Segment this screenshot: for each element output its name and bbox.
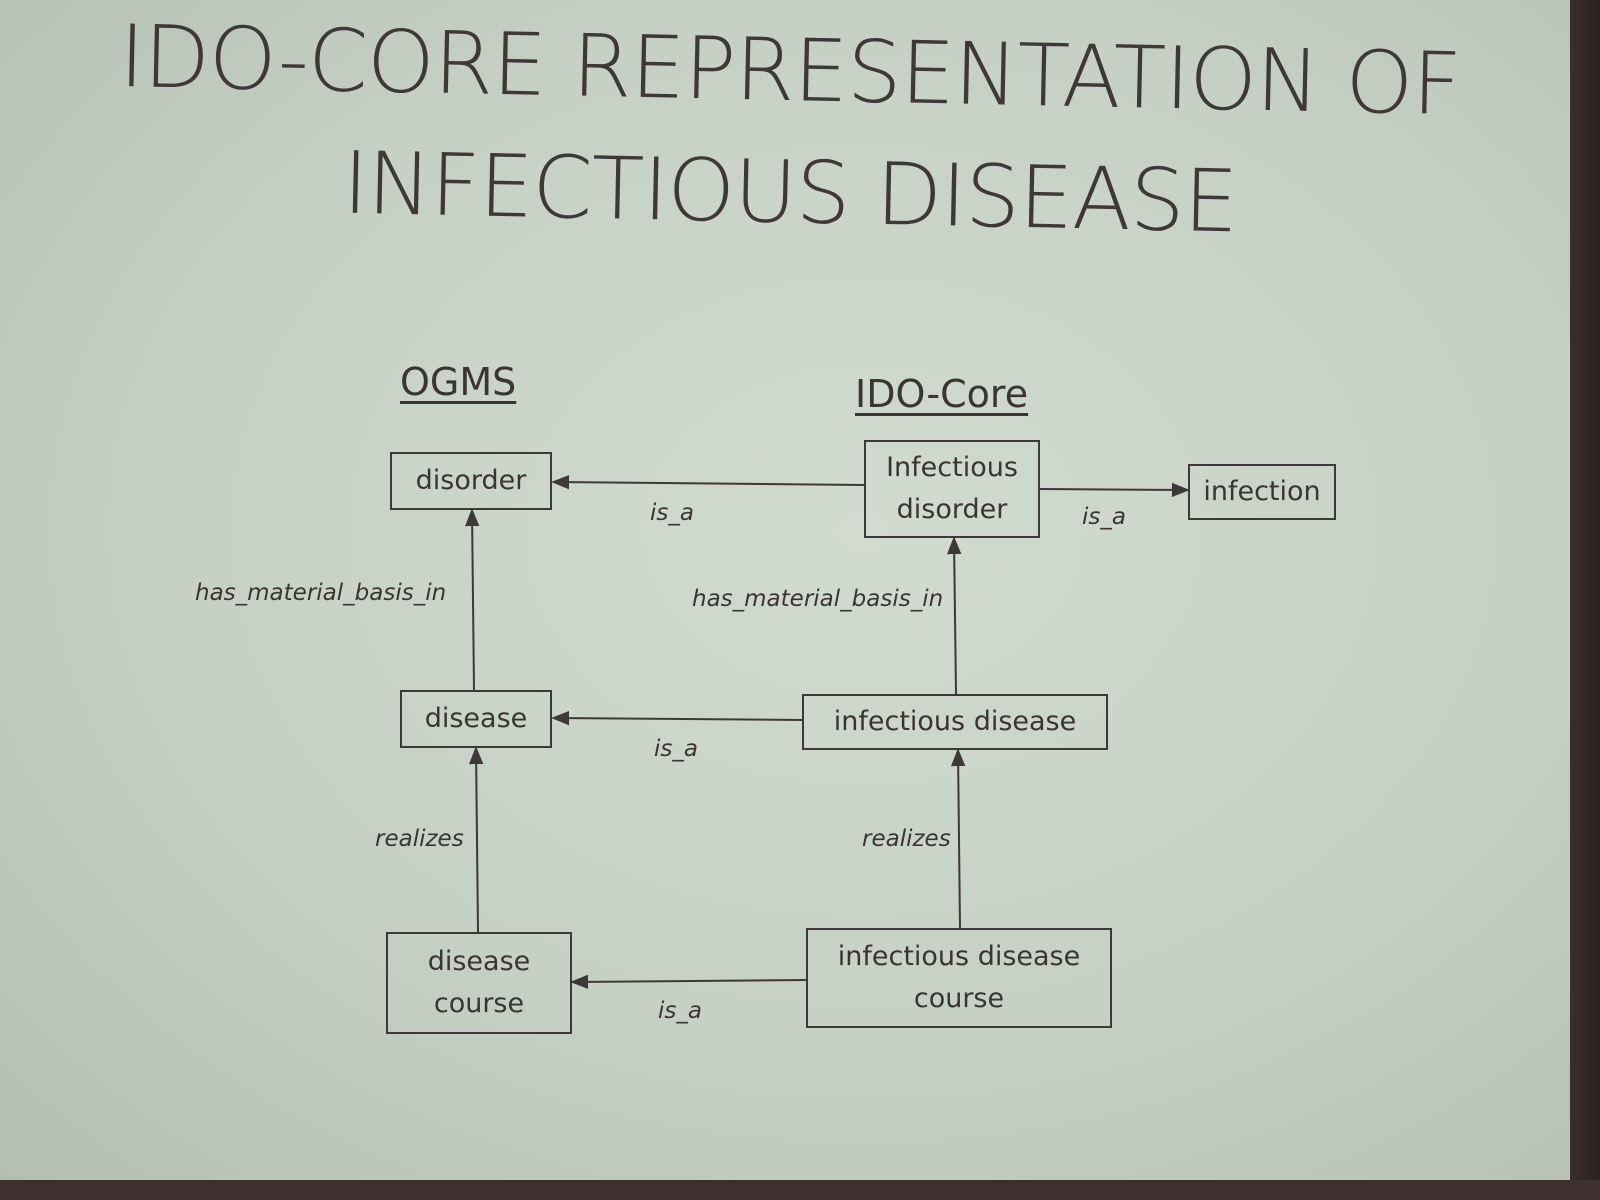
relation-label-realizes-right: realizes xyxy=(862,826,951,852)
node-infectious-disorder-label-line-1: Infectious xyxy=(886,452,1018,484)
node-infectious-disease-course-label-line-1: infectious disease xyxy=(837,941,1081,973)
edge-infectious-disorder-is-a-infection xyxy=(1039,482,1190,498)
node-disease-label: disease xyxy=(424,703,528,735)
relation-label-is-a-middle: is_a xyxy=(654,736,698,762)
node-infectious-disease-course-label-line-2: course xyxy=(913,983,1005,1014)
node-infection: infection xyxy=(1188,464,1336,520)
ido-core-heading: IDO-Core xyxy=(855,372,1029,416)
node-disorder-label: disorder xyxy=(415,465,527,497)
relation-label-has-material-basis-right: has_material_basis_in xyxy=(692,586,944,612)
node-disorder: disorder xyxy=(390,452,552,510)
ogms-heading: OGMS xyxy=(400,360,517,404)
node-infectious-disease: infectious disease xyxy=(802,694,1108,750)
relation-label-is-a-bottom: is_a xyxy=(658,998,702,1024)
edge-infectious-disease-course-is-a-disease-course xyxy=(570,974,807,990)
edge-infectious-disorder-is-a-disorder xyxy=(551,474,865,490)
slide: IDO-CORE REPRESENTATION OF INFECTIOUS DI… xyxy=(0,0,1570,1180)
edge-disease-course-realizes-disease xyxy=(468,746,484,933)
relation-label-has-material-basis-left: has_material_basis_in xyxy=(195,580,447,606)
relation-label-is-a-top-right: is_a xyxy=(1082,504,1126,530)
relation-label-is-a-top-left: is_a xyxy=(650,500,694,526)
node-infectious-disease-label: infectious disease xyxy=(833,706,1077,738)
node-infection-label: infection xyxy=(1203,476,1321,508)
node-disease: disease xyxy=(400,690,552,748)
projector-screen-edge-bottom xyxy=(0,1180,1600,1200)
node-disease-course: disease course xyxy=(386,932,572,1034)
node-infectious-disorder-label-line-2: disorder xyxy=(896,494,1008,525)
edge-disease-material-basis-disorder xyxy=(464,508,480,691)
edge-infectious-disease-material-basis-infectious-disorder xyxy=(947,536,962,695)
node-disease-course-label-line-1: disease xyxy=(427,946,531,978)
projector-screen-edge-right xyxy=(1570,0,1600,1200)
node-disease-course-label-line-2: course xyxy=(433,988,525,1019)
diagram-edges xyxy=(464,474,1190,990)
edge-infectious-disease-is-a-disease xyxy=(551,710,803,726)
relation-label-realizes-left: realizes xyxy=(375,826,464,852)
node-infectious-disorder: Infectious disorder xyxy=(864,440,1040,538)
node-infectious-disease-course: infectious disease course xyxy=(806,928,1112,1028)
edge-infectious-disease-course-realizes-infectious-disease xyxy=(950,748,966,929)
